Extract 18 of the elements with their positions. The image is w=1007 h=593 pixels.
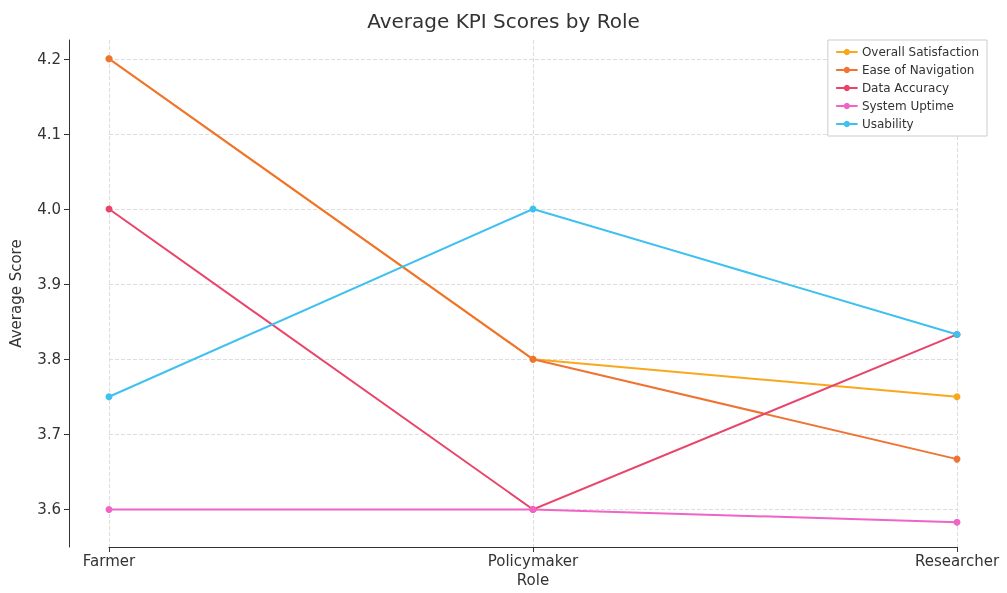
x-axis-title: Role [516,571,550,590]
y-tick-label: 3.8 [37,350,61,369]
y-tick-label: 3.6 [37,500,61,519]
y-tick-label: 4.1 [37,124,61,143]
y-tick-label: 4.2 [37,49,61,68]
legend-label: System Uptime [861,99,954,113]
legend-label: Overall Satisfaction [861,45,979,59]
chart-title: Average KPI Scores by Role [367,9,640,33]
y-axis-title: Average Score [6,239,25,348]
legend-label: Usability [861,117,914,131]
x-tick-label: Researcher [914,551,1000,570]
legend-label: Ease of Navigation [861,63,975,77]
y-tick-label: 3.9 [37,275,61,294]
y-tick-label: 3.7 [37,425,61,444]
y-tick-label: 4.0 [37,200,61,218]
x-tick-label: Policymaker [487,551,580,570]
legend-label: Data Accuracy [861,81,950,95]
x-tick-label: Farmer [82,551,137,570]
